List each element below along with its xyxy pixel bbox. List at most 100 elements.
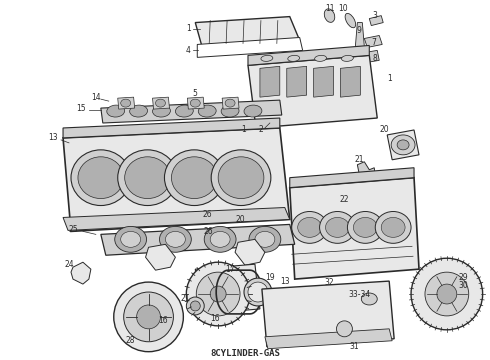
Text: 9: 9 (357, 26, 362, 35)
Ellipse shape (249, 226, 281, 252)
Ellipse shape (375, 211, 411, 243)
Polygon shape (366, 50, 379, 62)
Ellipse shape (130, 105, 147, 117)
Circle shape (411, 258, 483, 330)
Polygon shape (146, 244, 175, 270)
Polygon shape (101, 100, 282, 123)
Polygon shape (197, 37, 303, 57)
Ellipse shape (124, 157, 171, 199)
Text: 5: 5 (193, 89, 198, 98)
Polygon shape (357, 162, 375, 180)
Text: 3: 3 (373, 11, 378, 20)
Circle shape (210, 286, 226, 302)
Circle shape (425, 272, 469, 316)
Text: 26: 26 (202, 210, 212, 219)
Text: 22: 22 (340, 195, 349, 204)
Text: 20: 20 (235, 215, 245, 224)
Ellipse shape (255, 231, 275, 247)
Ellipse shape (155, 99, 166, 107)
Text: 16: 16 (210, 314, 220, 323)
Ellipse shape (121, 231, 141, 247)
Ellipse shape (244, 105, 262, 117)
Ellipse shape (159, 226, 191, 252)
Polygon shape (355, 23, 365, 46)
Circle shape (114, 282, 183, 352)
Ellipse shape (211, 150, 271, 206)
Ellipse shape (324, 9, 335, 22)
Polygon shape (118, 97, 135, 109)
Polygon shape (196, 264, 260, 314)
Ellipse shape (175, 105, 193, 117)
Text: 21: 21 (355, 155, 364, 164)
Polygon shape (63, 207, 290, 230)
Ellipse shape (172, 157, 217, 199)
Ellipse shape (345, 13, 356, 28)
Ellipse shape (204, 226, 236, 252)
Text: 29: 29 (459, 273, 468, 282)
Polygon shape (262, 281, 394, 347)
Polygon shape (314, 66, 334, 97)
Polygon shape (63, 128, 290, 231)
Polygon shape (265, 329, 392, 349)
Text: 1: 1 (387, 74, 392, 83)
Circle shape (186, 297, 204, 315)
Text: 15: 15 (76, 104, 86, 113)
Polygon shape (152, 97, 170, 109)
Ellipse shape (71, 150, 131, 206)
Text: 4: 4 (186, 46, 191, 55)
Ellipse shape (218, 157, 264, 199)
Text: 24: 24 (64, 260, 74, 269)
Polygon shape (187, 97, 204, 109)
Ellipse shape (118, 150, 177, 206)
Polygon shape (290, 168, 414, 188)
Ellipse shape (121, 99, 131, 107)
Ellipse shape (381, 217, 405, 237)
Polygon shape (196, 17, 300, 48)
Circle shape (244, 278, 272, 306)
Ellipse shape (288, 55, 300, 62)
Text: 11: 11 (325, 4, 334, 13)
Ellipse shape (292, 211, 327, 243)
Ellipse shape (361, 293, 377, 305)
Text: 1: 1 (186, 24, 191, 33)
Ellipse shape (347, 211, 383, 243)
Polygon shape (101, 224, 294, 255)
Ellipse shape (391, 135, 415, 155)
Text: 17: 17 (225, 265, 235, 274)
Text: 8: 8 (373, 54, 378, 63)
Text: 20: 20 (379, 125, 389, 134)
Polygon shape (341, 66, 360, 97)
Circle shape (196, 272, 240, 316)
Text: 13: 13 (280, 276, 290, 285)
Ellipse shape (397, 140, 409, 150)
Text: 19: 19 (265, 273, 275, 282)
Ellipse shape (78, 157, 123, 199)
Text: 32: 32 (325, 278, 334, 287)
Text: 16: 16 (159, 316, 168, 325)
Ellipse shape (152, 105, 171, 117)
Polygon shape (369, 15, 383, 26)
Text: 26: 26 (203, 227, 213, 236)
Text: 2: 2 (259, 125, 263, 134)
Polygon shape (248, 45, 369, 65)
Ellipse shape (225, 99, 235, 107)
Polygon shape (287, 66, 307, 97)
Ellipse shape (325, 217, 349, 237)
Text: 14: 14 (91, 93, 100, 102)
Text: 28: 28 (126, 336, 135, 345)
Circle shape (137, 305, 161, 329)
Ellipse shape (190, 99, 200, 107)
Polygon shape (340, 192, 365, 221)
Circle shape (437, 284, 457, 304)
Text: 21: 21 (181, 294, 190, 303)
Text: 13: 13 (49, 134, 58, 143)
Text: 30: 30 (459, 280, 468, 289)
Polygon shape (63, 118, 280, 138)
Ellipse shape (166, 231, 185, 247)
Polygon shape (387, 130, 419, 160)
Polygon shape (248, 55, 377, 128)
Ellipse shape (198, 105, 216, 117)
Ellipse shape (298, 217, 321, 237)
Circle shape (248, 282, 268, 302)
Text: 1: 1 (242, 125, 246, 134)
